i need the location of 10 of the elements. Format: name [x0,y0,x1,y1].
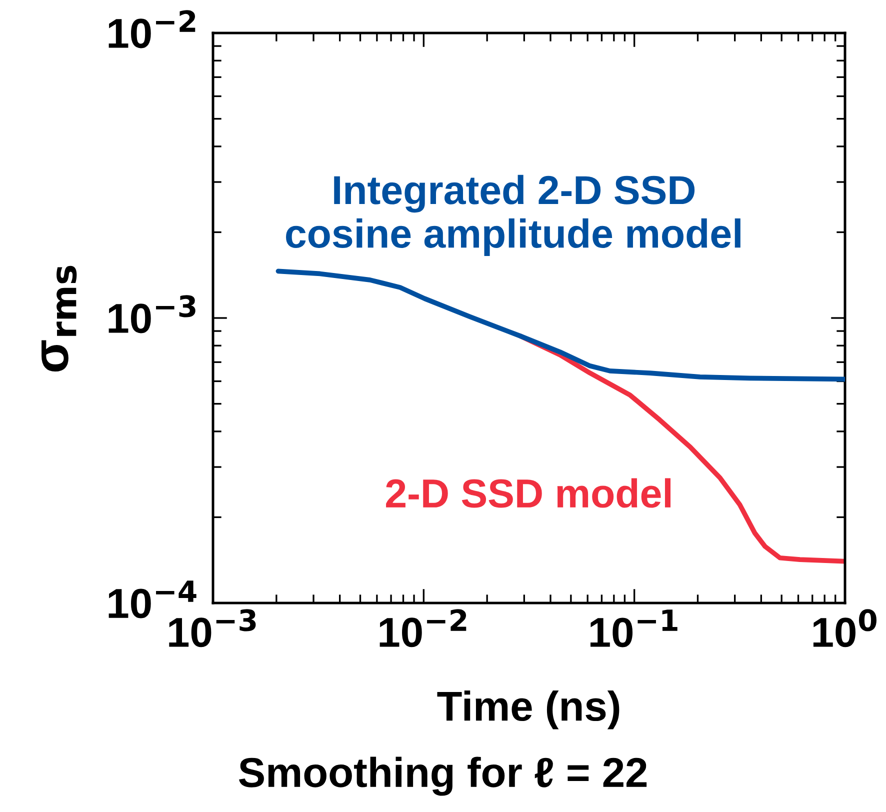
y-tick-label: 10$^{−3}$ [108,295,196,334]
x-tick-label: 10$^{−1}$ [590,610,678,648]
series-label: Integrated 2-D SSD cosine amplitude model [286,174,740,256]
y-axis-title: σ$_{rms}$ [42,266,77,372]
x-tick-label: 10$^{−2}$ [380,609,466,648]
x-axis-title: Time (ns) [437,690,620,730]
x-tick-label: 10$^{0}$ [813,609,876,648]
y-tick-label: 10$^{−2}$ [108,10,196,48]
text: Smoothing for ℓ = 22 [238,756,647,796]
series-label: 2-D SSD model [386,478,671,508]
